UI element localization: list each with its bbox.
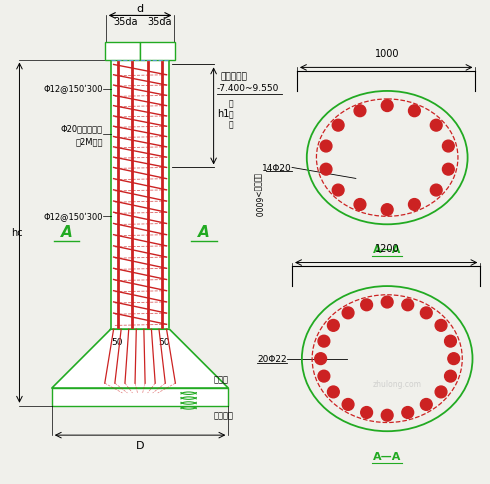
Bar (140, 43, 175, 60)
Circle shape (420, 399, 432, 410)
Text: 50: 50 (111, 337, 122, 347)
Text: A—A: A—A (373, 244, 401, 255)
Circle shape (402, 299, 414, 311)
Text: 桩顶标高从: 桩顶标高从 (220, 72, 247, 81)
Circle shape (320, 141, 332, 152)
Circle shape (435, 320, 447, 332)
Circle shape (409, 199, 420, 211)
Text: Φ12@150ʹ300: Φ12@150ʹ300 (43, 212, 103, 222)
Circle shape (342, 399, 354, 410)
Bar (52, 388, 228, 406)
Text: D: D (136, 440, 145, 450)
Text: d: d (137, 4, 144, 15)
Circle shape (409, 106, 420, 118)
Circle shape (315, 353, 326, 365)
Text: Φ12@150ʹ300: Φ12@150ʹ300 (43, 85, 103, 94)
Circle shape (435, 386, 447, 398)
Text: 持力层: 持力层 (214, 375, 229, 383)
Circle shape (442, 141, 454, 152)
Circle shape (361, 407, 372, 419)
Text: 1200: 1200 (375, 243, 399, 253)
Circle shape (430, 120, 442, 132)
Circle shape (420, 307, 432, 319)
Circle shape (361, 299, 372, 311)
Bar (111, 60, 170, 330)
Circle shape (381, 409, 393, 421)
Text: 14Φ20: 14Φ20 (262, 164, 292, 173)
Text: A: A (198, 224, 210, 239)
Circle shape (354, 199, 366, 211)
Bar (105, 43, 140, 60)
Circle shape (318, 370, 330, 382)
Circle shape (327, 320, 339, 332)
Circle shape (332, 185, 344, 197)
Text: 加
密
区: 加 密 区 (229, 99, 234, 129)
Circle shape (318, 335, 330, 348)
Text: A: A (61, 224, 73, 239)
Text: 当桥长度>6000: 当桥长度>6000 (253, 172, 262, 216)
Circle shape (327, 386, 339, 398)
Text: 戹2M一道: 戹2M一道 (75, 137, 103, 146)
Circle shape (381, 297, 393, 308)
Text: 35da: 35da (113, 17, 138, 28)
Circle shape (381, 204, 393, 216)
Circle shape (320, 164, 332, 176)
Circle shape (444, 335, 456, 348)
Circle shape (402, 407, 414, 419)
Circle shape (444, 370, 456, 382)
Text: 50: 50 (158, 337, 170, 347)
Circle shape (442, 164, 454, 176)
Text: 35da: 35da (147, 17, 172, 28)
Circle shape (354, 106, 366, 118)
Circle shape (332, 120, 344, 132)
Text: A—A: A—A (373, 451, 401, 461)
Circle shape (381, 101, 393, 112)
Text: h1: h1 (218, 109, 230, 119)
Text: 桩底标高: 桩底标高 (214, 411, 234, 420)
Text: zhulong.com: zhulong.com (372, 379, 421, 388)
Text: -7.400~9.550: -7.400~9.550 (217, 84, 279, 93)
Circle shape (448, 353, 460, 365)
Circle shape (430, 185, 442, 197)
Text: Φ20焊接加强筋: Φ20焊接加强筋 (61, 124, 103, 134)
Text: hc: hc (11, 227, 23, 238)
Polygon shape (52, 330, 228, 388)
Text: 20Φ22: 20Φ22 (258, 354, 287, 363)
Circle shape (342, 307, 354, 319)
Text: 1000: 1000 (375, 48, 399, 59)
